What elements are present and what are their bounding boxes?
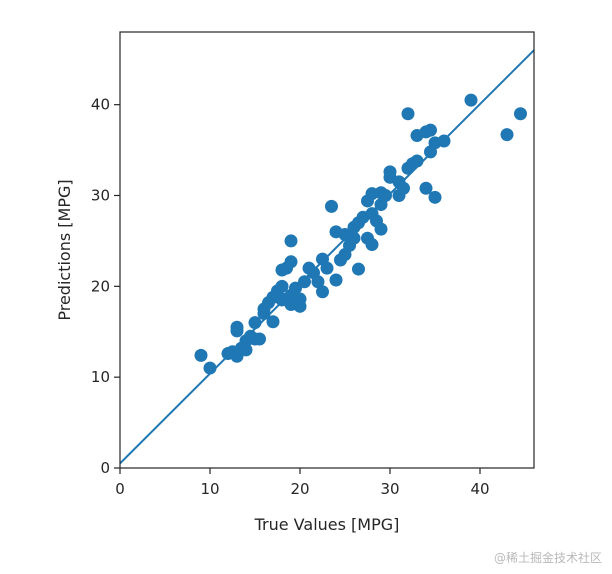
data-point	[248, 316, 262, 330]
watermark: @稀土掘金技术社区	[493, 551, 602, 565]
data-point	[464, 93, 478, 107]
data-point	[419, 181, 433, 195]
y-axis-label: Predictions [MPG]	[55, 179, 74, 320]
data-point	[325, 199, 338, 213]
data-point	[289, 281, 302, 295]
data-point	[320, 261, 334, 275]
data-point	[293, 299, 307, 313]
data-point	[284, 234, 298, 248]
y-tick-label: 10	[91, 368, 110, 386]
x-tick-label: 40	[470, 480, 489, 498]
x-tick-label: 0	[115, 480, 125, 498]
data-point	[424, 123, 437, 137]
data-point	[194, 348, 208, 362]
data-point	[311, 275, 325, 289]
data-point	[298, 275, 311, 289]
x-tick-label: 20	[290, 480, 309, 498]
data-point	[284, 255, 298, 269]
data-point	[500, 128, 514, 142]
data-point	[401, 107, 415, 121]
data-point	[203, 361, 217, 375]
y-axis-ticks: 0 10 20 30 40	[91, 96, 120, 477]
y-tick-label: 30	[91, 187, 110, 205]
data-point	[397, 181, 410, 195]
data-point	[374, 222, 388, 236]
data-point	[329, 273, 343, 287]
data-point	[266, 315, 280, 329]
data-point	[239, 343, 253, 357]
y-tick-label: 20	[91, 277, 110, 295]
x-axis-ticks: 0 10 20 30 40	[115, 468, 490, 498]
data-point	[437, 134, 451, 148]
data-point	[316, 285, 329, 299]
data-point	[365, 238, 379, 252]
data-points-layer	[194, 93, 527, 375]
data-point	[275, 279, 289, 293]
x-axis-label: True Values [MPG]	[254, 515, 400, 534]
data-point	[428, 190, 442, 204]
y-tick-label: 0	[100, 459, 110, 477]
data-point	[352, 262, 365, 276]
axes-frame	[119, 31, 535, 469]
data-point	[410, 154, 424, 168]
x-tick-label: 10	[200, 480, 219, 498]
y-tick-label: 40	[91, 96, 110, 114]
data-point	[514, 107, 527, 121]
data-point	[230, 320, 244, 334]
data-point	[347, 231, 361, 245]
data-point	[253, 332, 266, 346]
data-point	[379, 189, 392, 202]
data-point	[383, 165, 397, 179]
x-tick-label: 30	[380, 480, 399, 498]
